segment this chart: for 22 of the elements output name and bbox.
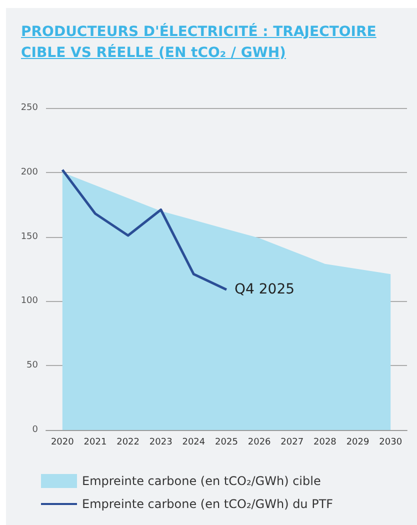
legend-label: Empreinte carbone (en tCO₂/GWh) du PTF (82, 497, 334, 511)
y-tick-label: 250 (20, 103, 38, 113)
x-tick-label: 2022 (116, 438, 140, 448)
x-tick-label: 2024 (182, 438, 206, 448)
y-tick-label: 0 (32, 425, 38, 435)
y-tick-label: 150 (20, 232, 38, 242)
x-tick-label: 2030 (379, 438, 402, 448)
x-tick-label: 2027 (280, 438, 304, 448)
y-tick-label: 50 (26, 360, 38, 371)
y-tick-label: 200 (20, 167, 38, 178)
x-tick-label: 2028 (314, 438, 337, 448)
annotation: Q4 2025 (234, 282, 295, 298)
x-tick-label: 2023 (149, 438, 172, 448)
x-tick-label: 2025 (215, 438, 238, 448)
chart-title: PRODUCTEURS D'ÉLECTRICITÉ : TRAJECTOIRE CIBLE VS RÉELLE (EN tCO₂ / GWH) (21, 22, 378, 63)
x-tick-label: 2020 (50, 438, 74, 448)
legend-label: Empreinte carbone (en tCO₂/GWh) cible (82, 474, 321, 488)
x-tick-label: 2021 (84, 438, 107, 448)
x-tick-label: 2026 (248, 438, 272, 448)
line-series (61, 168, 228, 291)
x-tick-label: 2029 (346, 438, 370, 448)
y-tick-label: 100 (20, 296, 38, 306)
